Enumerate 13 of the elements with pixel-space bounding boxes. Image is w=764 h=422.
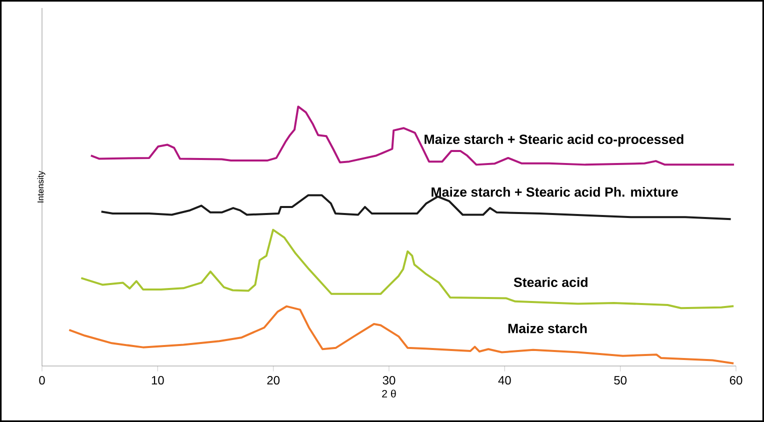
x-tick-label: 30: [382, 376, 396, 385]
x-tick-label: 60: [730, 376, 742, 385]
x-axis-title: 2 θ: [382, 390, 396, 398]
y-axis-title: Intensity: [37, 170, 46, 202]
series-label: Stearic acid: [514, 277, 588, 288]
series-label: Maize starch: [508, 323, 587, 334]
series-label: Maize starch + Stearic acid co-processed: [424, 134, 684, 147]
x-tick-label: 50: [614, 376, 627, 385]
x-tick-label: 20: [267, 376, 280, 385]
x-tick-label: 10: [152, 376, 164, 385]
x-tick-label: 40: [498, 376, 511, 385]
series-label: Maize starch + Stearic acid Ph. mixture: [432, 186, 678, 197]
x-tick-label: 0: [39, 376, 45, 385]
